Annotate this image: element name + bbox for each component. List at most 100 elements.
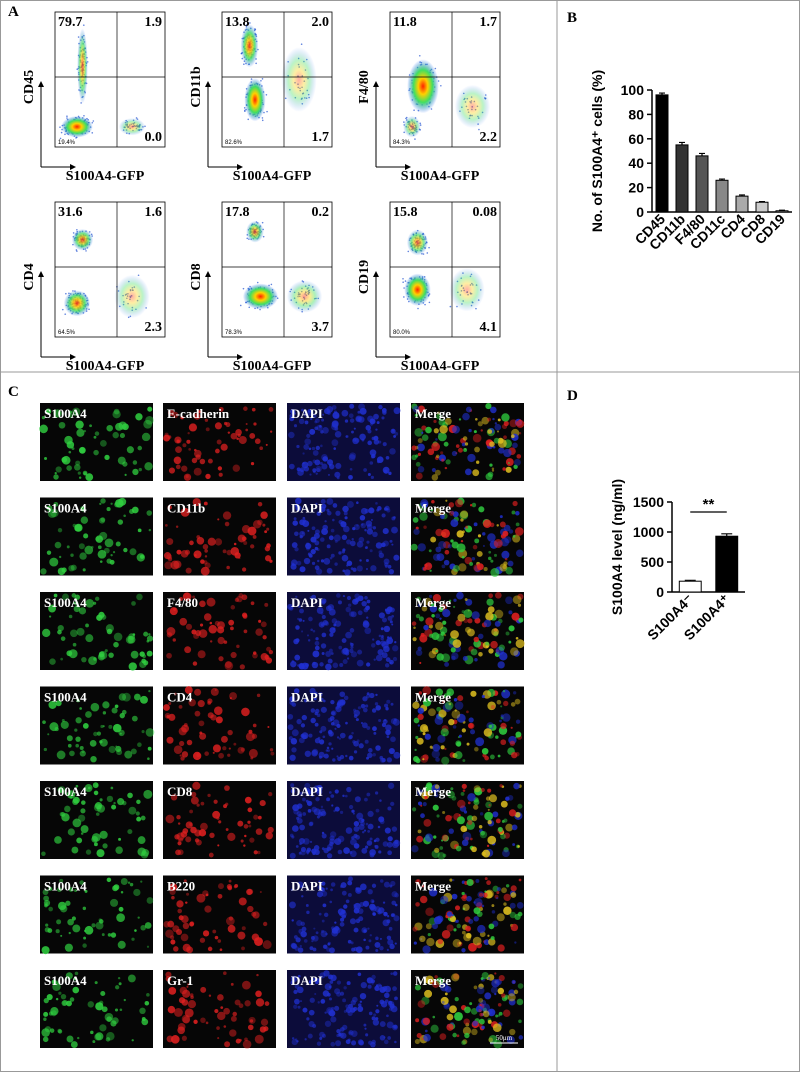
cell <box>357 649 363 655</box>
cell <box>146 897 154 904</box>
cell <box>321 615 326 620</box>
cell <box>501 550 510 559</box>
cell <box>299 842 302 845</box>
cell <box>99 1000 104 1005</box>
cell <box>348 611 355 617</box>
cell <box>108 652 114 658</box>
cell <box>293 638 299 645</box>
cell <box>320 430 324 434</box>
cell <box>369 934 372 937</box>
cell <box>372 1019 380 1026</box>
cell <box>214 538 223 546</box>
cell <box>131 937 135 941</box>
cell <box>302 1007 308 1013</box>
y-tick-label: 100 <box>621 82 645 98</box>
cell <box>137 445 143 451</box>
density-core <box>61 115 93 138</box>
cell <box>228 619 235 626</box>
event-dot <box>270 283 273 286</box>
cell <box>126 446 134 454</box>
y-tick-label: 20 <box>628 180 644 196</box>
cell <box>410 543 418 551</box>
cell <box>166 736 174 744</box>
cell <box>502 467 506 471</box>
cell <box>441 528 450 538</box>
cell <box>49 722 59 732</box>
cell <box>217 893 223 899</box>
event-dot <box>61 308 64 311</box>
cell <box>233 542 237 546</box>
quadrant-value: 2.3 <box>145 320 163 335</box>
cell <box>303 444 310 450</box>
cell <box>113 884 120 891</box>
cell <box>502 689 506 693</box>
cell <box>166 554 173 560</box>
cell <box>122 800 127 806</box>
cell <box>228 747 231 750</box>
cell <box>445 459 451 465</box>
cell <box>503 435 507 440</box>
cell <box>346 786 352 793</box>
cell <box>104 538 114 548</box>
cell <box>468 717 474 723</box>
cell <box>321 833 327 839</box>
cell <box>411 454 417 461</box>
cell <box>345 631 352 639</box>
cell <box>189 540 194 546</box>
cell <box>457 799 466 809</box>
cell <box>130 650 139 659</box>
cell <box>509 419 518 428</box>
cell <box>302 812 307 816</box>
cell <box>143 419 153 429</box>
cell <box>71 407 81 417</box>
cell <box>296 816 300 820</box>
cell <box>78 446 86 454</box>
cell <box>341 890 347 896</box>
cell <box>320 706 327 713</box>
cell <box>345 827 353 834</box>
cell <box>94 431 100 436</box>
cell <box>473 916 479 922</box>
cell <box>367 927 370 930</box>
cell <box>82 723 89 729</box>
cell <box>223 1025 227 1028</box>
channel-label: CD8 <box>167 784 193 799</box>
cell <box>446 911 453 917</box>
cell <box>141 432 151 442</box>
cell <box>232 1011 237 1017</box>
cell <box>251 407 256 412</box>
cell <box>123 547 128 553</box>
cell <box>453 598 457 602</box>
cell <box>416 1033 422 1039</box>
cell <box>376 460 381 464</box>
cell <box>304 750 312 757</box>
cell <box>230 605 236 610</box>
cell <box>84 545 94 555</box>
cell <box>301 630 304 633</box>
cell <box>425 907 434 917</box>
cell <box>217 466 223 471</box>
cell <box>456 543 466 553</box>
cell <box>470 729 476 735</box>
cell <box>79 745 84 750</box>
quadrant-value: 31.6 <box>58 205 83 220</box>
cell <box>299 467 305 473</box>
cell <box>376 508 380 512</box>
cell <box>114 1008 119 1012</box>
cell <box>68 413 74 418</box>
quadrant-value: 4.1 <box>480 320 498 335</box>
error-bar <box>659 92 665 95</box>
cell <box>367 473 371 477</box>
quadrant-value: 1.9 <box>145 15 163 30</box>
cell <box>353 1006 358 1011</box>
cell <box>187 1000 197 1009</box>
event-dot <box>137 274 140 277</box>
cell <box>458 418 462 421</box>
cell <box>484 992 492 1000</box>
cell <box>95 536 100 542</box>
cell <box>349 918 356 925</box>
cell <box>510 885 517 892</box>
cell <box>380 627 384 631</box>
